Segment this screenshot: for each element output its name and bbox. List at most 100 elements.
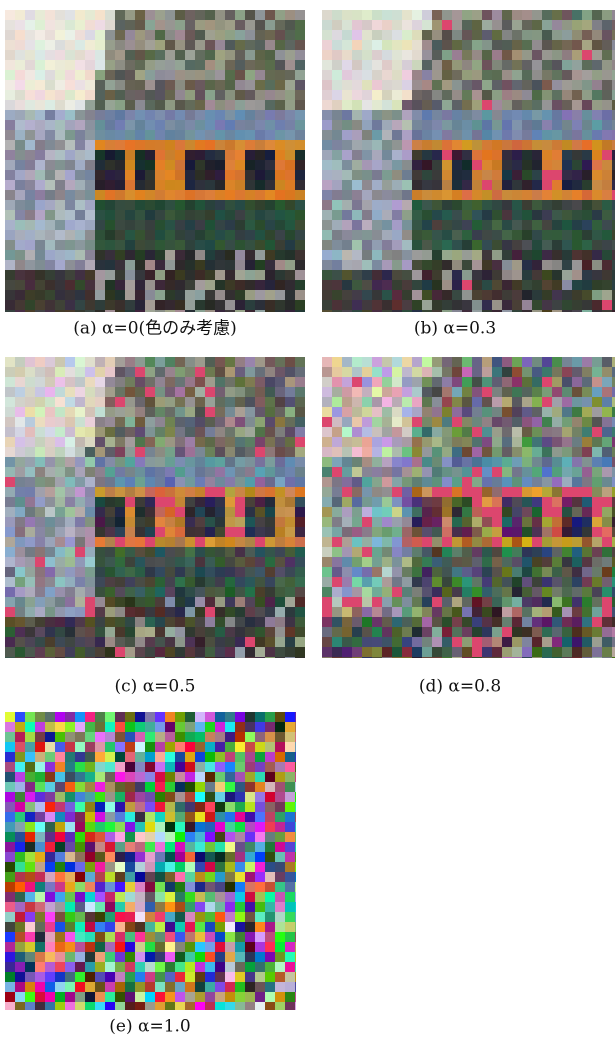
mosaic-tile <box>185 90 195 100</box>
mosaic-tile <box>85 952 95 962</box>
mosaic-tile <box>452 617 462 627</box>
mosaic-tile <box>55 100 65 110</box>
mosaic-tile <box>522 100 532 110</box>
mosaic-tile <box>175 972 185 982</box>
mosaic-tile <box>275 557 285 567</box>
mosaic-tile <box>452 637 462 647</box>
mosaic-tile <box>145 772 155 782</box>
mosaic-tile <box>15 300 25 310</box>
mosaic-tile <box>135 447 145 457</box>
mosaic-tile <box>492 120 502 130</box>
mosaic-tile <box>512 140 522 150</box>
mosaic-tile <box>255 577 265 587</box>
mosaic-tile <box>492 180 502 190</box>
mosaic-tile <box>382 427 392 437</box>
mosaic-tile <box>382 417 392 427</box>
mosaic-tile <box>552 627 562 637</box>
mosaic-tile <box>322 180 332 190</box>
mosaic-tile <box>165 567 175 577</box>
mosaic-tile <box>195 250 205 260</box>
mosaic-tile <box>185 377 195 387</box>
mosaic-tile <box>105 100 115 110</box>
mosaic-tile <box>552 300 562 310</box>
mosaic-tile <box>195 742 205 752</box>
mosaic-tile <box>452 597 462 607</box>
mosaic-tile <box>145 922 155 932</box>
mosaic-tile <box>85 60 95 70</box>
mosaic-tile <box>255 627 265 637</box>
mosaic-tile <box>592 30 602 40</box>
mosaic-tile <box>582 657 592 658</box>
mosaic-tile <box>522 250 532 260</box>
mosaic-tile <box>225 647 235 657</box>
mosaic-tile <box>532 170 542 180</box>
mosaic-tile <box>165 427 175 437</box>
mosaic-tile <box>482 617 492 627</box>
mosaic-tile <box>215 367 225 377</box>
mosaic-tile <box>45 220 55 230</box>
mosaic-tile <box>55 70 65 80</box>
mosaic-tile <box>5 200 15 210</box>
mosaic-tile <box>135 627 145 637</box>
mosaic-tile <box>225 260 235 270</box>
mosaic-tile <box>492 20 502 30</box>
mosaic-tile <box>352 557 362 567</box>
mosaic-tile <box>332 377 342 387</box>
mosaic-tile <box>572 60 582 70</box>
mosaic-tile <box>372 657 382 658</box>
mosaic-tile <box>185 80 195 90</box>
mosaic-tile <box>215 972 225 982</box>
mosaic-tile <box>372 377 382 387</box>
mosaic-tile <box>55 712 65 722</box>
mosaic-tile <box>215 952 225 962</box>
mosaic-tile <box>235 467 245 477</box>
mosaic-tile <box>532 387 542 397</box>
mosaic-tile <box>175 477 185 487</box>
mosaic-tile <box>155 712 165 722</box>
mosaic-tile <box>135 557 145 567</box>
mosaic-tile <box>185 527 195 537</box>
mosaic-tile <box>275 932 285 942</box>
mosaic-tile <box>602 547 612 557</box>
mosaic-tile <box>55 40 65 50</box>
mosaic-tile <box>472 230 482 240</box>
mosaic-tile <box>532 587 542 597</box>
mosaic-tile <box>295 982 296 992</box>
mosaic-tile <box>65 310 75 312</box>
mosaic-tile <box>602 250 612 260</box>
mosaic-tile <box>95 10 105 20</box>
mosaic-tile <box>215 100 225 110</box>
mosaic-tile <box>195 427 205 437</box>
mosaic-tile <box>155 962 165 972</box>
mosaic-tile <box>155 597 165 607</box>
mosaic-tile <box>135 310 145 312</box>
mosaic-tile <box>482 250 492 260</box>
mosaic-tile <box>522 397 532 407</box>
mosaic-tile <box>215 130 225 140</box>
mosaic-tile <box>275 952 285 962</box>
mosaic-tile <box>235 300 245 310</box>
mosaic-tile <box>532 397 542 407</box>
mosaic-tile <box>592 260 602 270</box>
mosaic-tile <box>45 617 55 627</box>
mosaic-tile <box>45 547 55 557</box>
mosaic-tile <box>342 210 352 220</box>
mosaic-tile <box>205 270 215 280</box>
mosaic-tile <box>25 20 35 30</box>
mosaic-tile <box>95 367 105 377</box>
mosaic-tile <box>322 270 332 280</box>
mosaic-tile <box>215 497 225 507</box>
mosaic-tile <box>115 942 125 952</box>
mosaic-tile <box>265 150 275 160</box>
mosaic-tile <box>35 762 45 772</box>
mosaic-tile <box>512 527 522 537</box>
mosaic-tile <box>285 50 295 60</box>
mosaic-tile <box>35 922 45 932</box>
mosaic-tile <box>285 280 295 290</box>
mosaic-tile <box>412 357 422 367</box>
mosaic-tile <box>225 60 235 70</box>
mosaic-tile <box>265 50 275 60</box>
mosaic-tile <box>572 270 582 280</box>
mosaic-tile <box>165 80 175 90</box>
mosaic-tile <box>165 367 175 377</box>
